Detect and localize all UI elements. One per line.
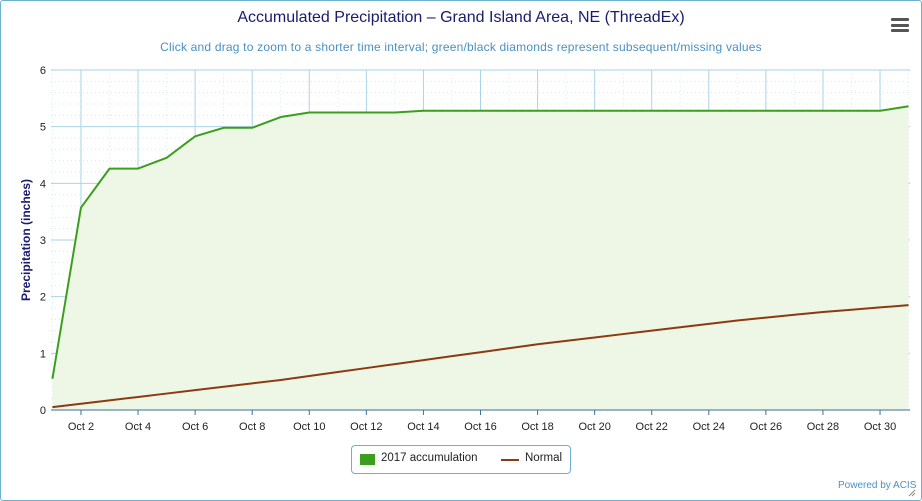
y-tick-label: 1 [40,348,46,360]
x-tick-label: Oct 26 [750,421,782,433]
y-tick-label: 2 [40,292,46,304]
y-tick-label: 0 [40,405,46,417]
x-tick-label: Oct 22 [636,421,668,433]
credit-link[interactable]: Powered by ACIS [838,480,917,491]
normal-line [52,304,909,409]
x-tick-label: Oct 8 [239,421,265,433]
x-tick-label: Oct 30 [864,421,896,433]
series-layer [51,105,909,411]
legend-swatch-accumulation[interactable] [360,454,375,465]
y-tick-label: 4 [40,178,46,190]
chart-subtitle: Click and drag to zoom to a shorter time… [160,40,762,54]
y-tick-label: 5 [40,122,46,134]
x-tick-label: Oct 6 [182,421,208,433]
x-tick-label: Oct 10 [293,421,325,433]
legend-item-normal[interactable]: Normal [525,452,563,464]
x-tick-label: Oct 18 [521,421,553,433]
y-axis-title: Precipitation (inches) [19,179,33,301]
axis-layer: 0 1 2 3 4 5 6 Oct 2 Oct 4 Oct 6 Oct 8 Oct 10 Oct 12 O… [40,65,910,433]
chart-title: Accumulated Precipitation – Grand Island… [237,9,685,26]
legend-swatch-normal[interactable] [501,459,519,461]
x-tick-label: Oct 12 [350,421,382,433]
accumulation-line [51,105,909,379]
x-tick-label: Oct 20 [578,421,610,433]
x-tick-label: Oct 28 [807,421,839,433]
x-tick-label: Oct 14 [407,421,439,433]
legend: 2017 accumulation Normal [351,445,571,474]
y-tick-label: 3 [40,235,46,247]
x-tick-label: Oct 16 [464,421,496,433]
x-tick-label: Oct 2 [68,421,94,433]
hamburger-menu-icon[interactable] [891,18,909,32]
accumulation-area-fill [52,106,909,411]
resize-grip-icon [908,489,916,497]
legend-item-accumulation[interactable]: 2017 accumulation [381,452,478,464]
x-tick-label: Oct 4 [125,421,151,433]
y-tick-label: 6 [40,65,46,77]
x-tick-label: Oct 24 [693,421,725,433]
